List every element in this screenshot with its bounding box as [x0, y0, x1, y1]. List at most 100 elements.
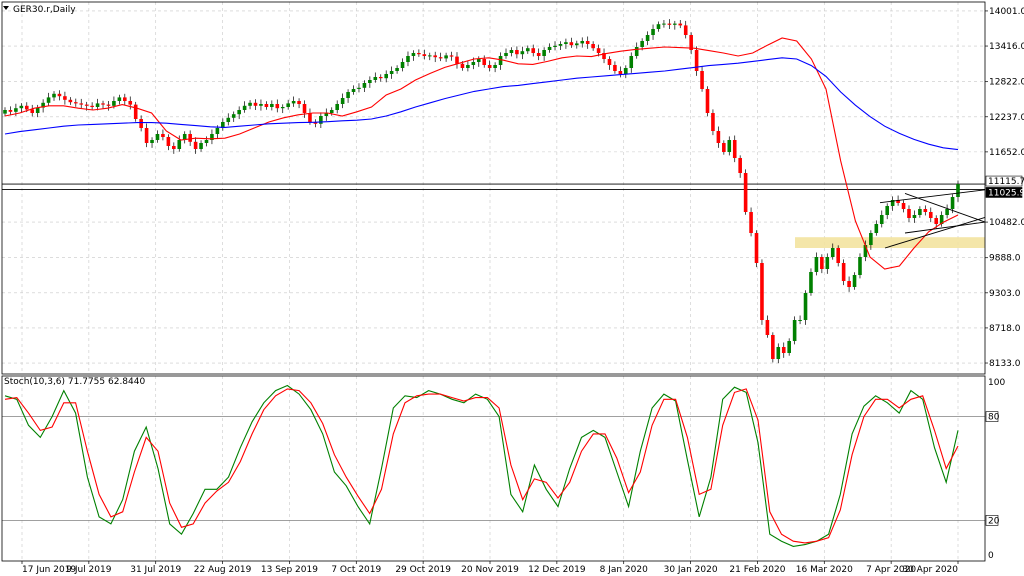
candle-body [716, 131, 721, 143]
price-tick-label: 14001.0 [989, 7, 1024, 17]
candle-body [237, 110, 241, 115]
candle-body [133, 104, 138, 119]
candle-body [319, 116, 323, 124]
price-marker-box [985, 175, 1023, 187]
candle-body [749, 212, 753, 233]
candle-body [460, 63, 465, 68]
candle-body [863, 245, 868, 257]
candle-body [286, 103, 290, 107]
candle-body [836, 248, 840, 263]
candle-body [651, 29, 655, 35]
candle-body [515, 50, 519, 55]
candle-body [678, 23, 683, 26]
candle-body [63, 96, 67, 100]
candle-body [820, 257, 824, 269]
candle-body [362, 83, 367, 88]
candle-body [73, 102, 78, 104]
x-tick-label: 30 Jan 2020 [664, 565, 718, 575]
candle-body [384, 74, 388, 79]
candle-body [874, 224, 879, 233]
candle-body [389, 71, 394, 74]
x-tick-label: 8 Jan 2020 [600, 565, 648, 575]
candle-body [482, 59, 487, 65]
candle-body [30, 109, 35, 113]
candle-body [558, 44, 563, 46]
candle-body [498, 56, 503, 65]
price-pane-frame [1, 1, 986, 375]
candle-body [3, 110, 7, 114]
candle-body [732, 140, 737, 158]
candle-body [46, 97, 51, 103]
x-tick-label: 30 Apr 2020 [902, 565, 958, 575]
candles [3, 19, 960, 364]
candle-body [411, 53, 416, 56]
candle-body [378, 77, 383, 79]
candle-body [302, 104, 307, 113]
stoch-label: Stoch(10,3,6) 71.7755 62.8440 [4, 377, 145, 387]
candle-body [177, 140, 182, 149]
candle-body [792, 320, 797, 341]
price-tick-label: 8133.0 [989, 359, 1021, 369]
candle-body [607, 59, 612, 65]
price-tick-label: 9888.0 [989, 254, 1021, 264]
triangle-line [904, 221, 986, 234]
candle-body [52, 93, 56, 98]
candle-body [525, 48, 530, 52]
x-tick-label: 17 Jun 2019 [22, 565, 76, 575]
candle-body [188, 134, 192, 142]
candle-body [259, 104, 263, 106]
candle-body [346, 92, 350, 98]
candle-body [618, 71, 623, 74]
candle-body [825, 257, 830, 269]
candle-body [476, 59, 481, 62]
candle-body [248, 102, 252, 106]
candle-body [841, 263, 846, 281]
candle-body [624, 68, 628, 74]
price-tick-label: 8718.0 [989, 324, 1021, 334]
candle-body [417, 53, 421, 55]
candle-body [928, 212, 933, 218]
candle-body [743, 173, 748, 212]
triangle-line [904, 192, 986, 223]
candle-body [357, 87, 361, 89]
candle-body [8, 110, 13, 112]
candle-body [738, 158, 742, 173]
candle-body [629, 56, 634, 68]
candle-body [923, 209, 928, 212]
candle-body [166, 137, 171, 146]
candle-body [144, 128, 149, 143]
price-marker-label: 11115.7 [988, 177, 1024, 187]
candle-body [313, 122, 318, 124]
candle-body [19, 105, 24, 109]
candle-body [14, 108, 18, 112]
x-tick-label: 9 Jul 2019 [66, 565, 111, 575]
candle-body [700, 71, 704, 89]
candle-body [771, 335, 775, 359]
price-tick-label: 13416.0 [989, 42, 1024, 52]
x-tick-label: 21 Feb 2020 [729, 565, 785, 575]
candle-body [760, 263, 764, 320]
candle-body [613, 65, 617, 71]
support-zone [795, 237, 985, 248]
candle-body [123, 97, 127, 101]
x-tick-label: 31 Jul 2019 [130, 565, 181, 575]
candle-body [662, 23, 666, 25]
candle-body [575, 43, 579, 46]
moving-averages [4, 37, 959, 270]
candle-body [591, 44, 595, 49]
x-tick-label: 7 Oct 2019 [331, 565, 381, 575]
candle-body [912, 215, 917, 218]
triangle-pattern [879, 189, 986, 249]
candle-body [656, 24, 661, 29]
labels: GER30.r,Daily Stoch(10,3,6) 71.7755 62.8… [3, 5, 1024, 575]
candle-body [602, 53, 606, 59]
candle-body [253, 102, 258, 106]
candle-body [172, 146, 176, 149]
x-tick-label: 20 Nov 2019 [461, 565, 519, 575]
candle-body [308, 113, 312, 122]
candle-body [433, 55, 438, 58]
candle-body [395, 68, 399, 71]
stoch-line [4, 388, 959, 544]
candle-body [444, 55, 448, 59]
